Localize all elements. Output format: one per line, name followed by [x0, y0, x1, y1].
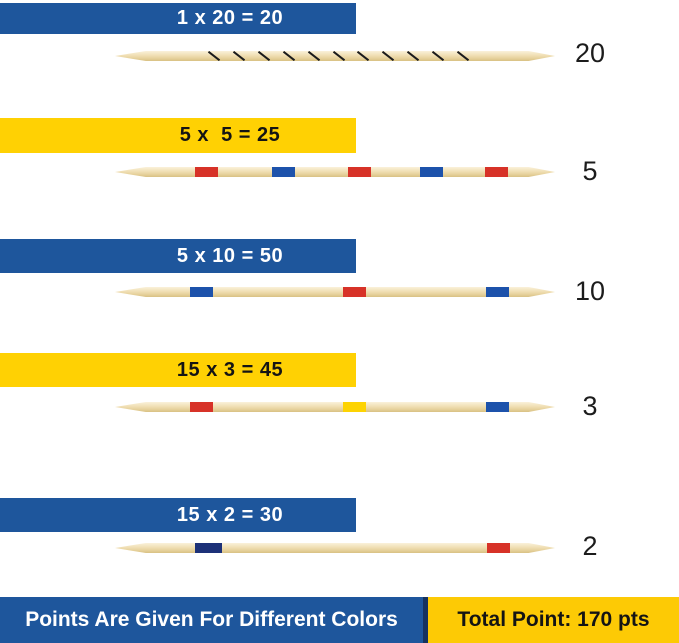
score-formula-row3: 5 x 10 = 50	[176, 244, 284, 267]
spiral-mark	[431, 51, 445, 61]
footer-note-label: Points Are Given For Different Colors	[25, 608, 398, 631]
stripe-red	[485, 167, 508, 177]
stripe-blue	[420, 167, 443, 177]
spiral-mark	[282, 51, 295, 61]
spiral-mark	[407, 51, 420, 61]
stripe-red	[195, 167, 218, 177]
total-points-label: Total Point: 170 pts	[457, 608, 650, 631]
stripe-navy	[195, 543, 222, 553]
spiral-mark	[232, 51, 246, 61]
score-banner-row2: 5 x 5 = 25	[0, 118, 356, 153]
mikado-stick-blue-red-blue	[115, 287, 555, 297]
stripe-red	[487, 543, 510, 553]
stripe-yellow	[343, 402, 366, 412]
mikado-stick-red-yellow-blue	[115, 402, 555, 412]
stripe-red	[343, 287, 366, 297]
spiral-mark	[357, 51, 370, 61]
point-value-row5: 2	[582, 531, 598, 561]
spiral-mark	[207, 51, 221, 61]
mikado-stick-spiral	[115, 51, 555, 61]
stripe-blue	[486, 287, 509, 297]
stripe-blue	[190, 287, 213, 297]
stripe-blue	[272, 167, 295, 177]
score-banner-row1: 1 x 20 = 20	[0, 3, 356, 34]
score-banner-row4: 15 x 3 = 45	[0, 353, 356, 387]
total-points-banner: Total Point: 170 pts	[428, 597, 679, 643]
stripe-blue	[486, 402, 509, 412]
mikado-stick-red-blue-5	[115, 167, 555, 177]
score-banner-row3: 5 x 10 = 50	[0, 239, 356, 273]
score-formula-row4: 15 x 3 = 45	[176, 358, 284, 381]
point-value-row1: 20	[574, 38, 606, 68]
spiral-mark	[332, 51, 345, 61]
point-value-row3: 10	[574, 276, 606, 306]
point-value-row2: 5	[582, 156, 598, 186]
footer-note-banner: Points Are Given For Different Colors	[0, 597, 423, 643]
mikado-stick-navy-red	[115, 543, 555, 553]
footer-divider	[423, 597, 428, 643]
score-formula-row5: 15 x 2 = 30	[176, 503, 284, 526]
spiral-mark	[307, 51, 320, 61]
score-formula-row2: 5 x 5 = 25	[179, 124, 281, 146]
score-formula-row1: 1 x 20 = 20	[176, 7, 284, 29]
spiral-mark	[382, 51, 395, 61]
stripe-red	[348, 167, 371, 177]
spiral-mark	[456, 51, 470, 61]
spiral-mark	[257, 51, 270, 61]
stripe-red	[190, 402, 213, 412]
score-banner-row5: 15 x 2 = 30	[0, 498, 356, 532]
point-value-row4: 3	[582, 391, 598, 421]
